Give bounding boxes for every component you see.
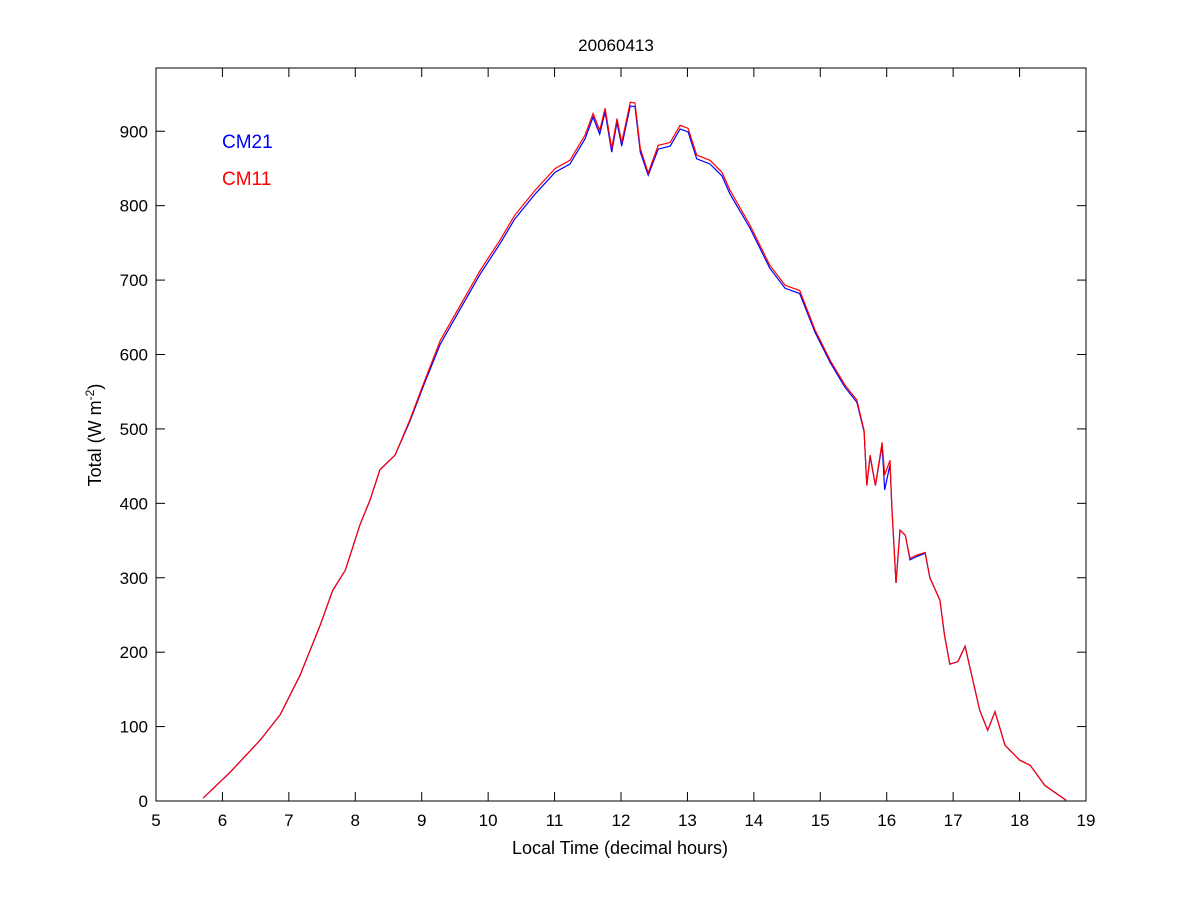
y-tick-label: 800 [120,197,148,216]
x-tick-label: 12 [612,811,631,830]
y-axis-label-end: ) [85,384,105,390]
legend-cm11: CM11 [222,169,271,190]
y-tick-label: 200 [120,643,148,662]
x-axis-label: Local Time (decimal hours) [512,838,728,858]
x-tick-label: 13 [678,811,697,830]
y-tick-label: 600 [120,346,148,365]
y-tick-label: 300 [120,569,148,588]
y-tick-label: 100 [120,718,148,737]
y-axis-label-main: Total (W m [85,400,105,486]
x-tick-label: 8 [351,811,360,830]
x-tick-label: 14 [744,811,763,830]
y-axis-label: Total (W m-2) [83,384,105,487]
x-tick-label: 11 [546,811,564,830]
series-line-cm11 [202,101,1067,801]
x-tick-label: 19 [1077,811,1096,830]
x-tick-label: 15 [811,811,830,830]
y-tick-label: 0 [139,792,148,811]
y-tick-label: 500 [120,420,148,439]
legend-cm21: CM21 [222,132,273,153]
x-tick-label: 10 [479,811,498,830]
y-tick-label: 400 [120,494,148,513]
x-tick-label: 6 [218,811,227,830]
y-axis-label-superscript: -2 [83,389,97,400]
x-tick-label: 16 [877,811,896,830]
chart-title: 20060413 [578,36,654,55]
x-tick-label: 17 [944,811,963,830]
x-tick-label: 7 [284,811,293,830]
y-tick-label: 900 [120,122,148,141]
y-tick-label: 700 [120,271,148,290]
x-tick-label: 9 [417,811,426,830]
x-tick-label: 18 [1010,811,1029,830]
x-tick-label: 5 [151,811,160,830]
